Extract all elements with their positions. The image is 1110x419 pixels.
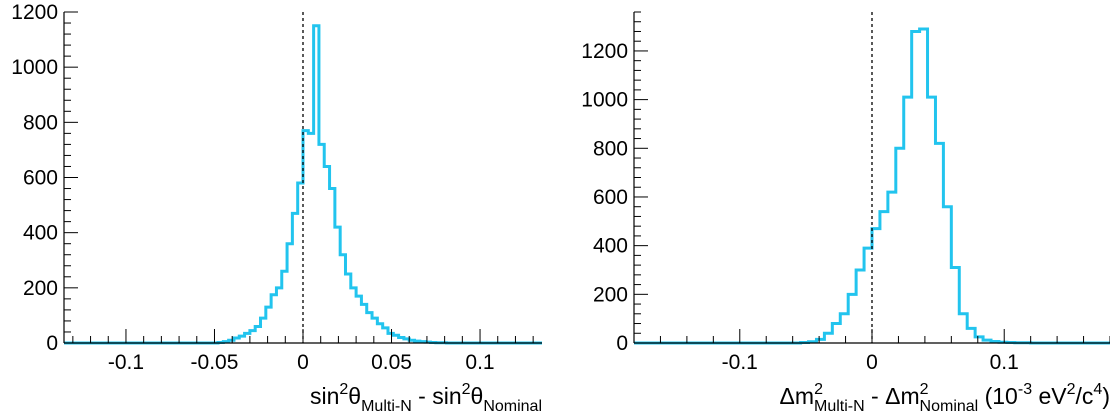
x-tick-label: -0.05: [191, 351, 239, 374]
y-tick-label: 400: [23, 222, 58, 245]
x-tick-label: 0: [866, 351, 878, 374]
y-tick-label: 0: [616, 332, 628, 355]
y-tick-label: 800: [593, 137, 628, 160]
x-axis-title: Δm2 Multi-N - Δm2 Nominal (10-3 eV2/c4): [780, 381, 1110, 415]
x-tick-label: 0.05: [371, 351, 412, 374]
y-tick-label: 800: [23, 111, 58, 134]
x-tick-label: -0.1: [722, 351, 758, 374]
x-tick-label: 0: [297, 351, 309, 374]
histogram-panel-1: 0 200 400 600 800 1000 1200 -0.1 -0.05 0 0.05 0.1 si…: [11, 1, 542, 415]
y-tick-label: 1000: [11, 56, 58, 79]
y-tick-label: 1200: [581, 40, 628, 63]
x-tick-label: 0.1: [465, 351, 494, 374]
y-tick-label: 200: [593, 283, 628, 306]
x-axis-title: sin2θMulti-N - sin2θNominal: [310, 381, 542, 415]
y-tick-label: 600: [593, 186, 628, 209]
y-tick-label: 0: [46, 332, 58, 355]
x-tick-label: -0.1: [108, 351, 144, 374]
x-tick-label: 0.1: [990, 351, 1019, 374]
y-tick-label: 1200: [11, 1, 58, 24]
y-tick-label: 400: [593, 235, 628, 258]
y-tick-label: 200: [23, 277, 58, 300]
y-tick-label: 1000: [581, 89, 628, 112]
histogram-panel-2: 0 200 400 600 800 1000 1200 -0.1 0 0.1 Δm2 Multi-N …: [581, 11, 1110, 415]
y-tick-label: 600: [23, 167, 58, 190]
